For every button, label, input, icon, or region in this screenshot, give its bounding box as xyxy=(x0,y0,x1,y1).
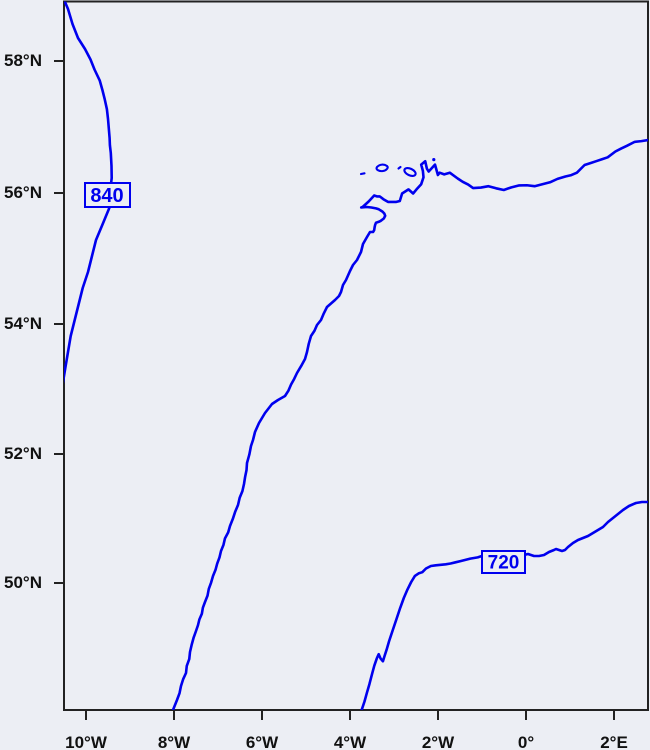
svg-text:4°W: 4°W xyxy=(334,733,367,750)
svg-text:2°W: 2°W xyxy=(422,733,455,750)
svg-text:840: 840 xyxy=(90,185,123,207)
svg-text:50°N: 50°N xyxy=(4,573,42,592)
svg-text:56°N: 56°N xyxy=(4,183,42,202)
svg-text:6°W: 6°W xyxy=(246,733,279,750)
svg-text:2°E: 2°E xyxy=(600,733,628,750)
svg-text:8°W: 8°W xyxy=(158,733,191,750)
svg-text:52°N: 52°N xyxy=(4,444,42,463)
svg-text:720: 720 xyxy=(488,553,520,574)
svg-text:54°N: 54°N xyxy=(4,314,42,333)
svg-text:0°: 0° xyxy=(518,733,534,750)
svg-text:58°N: 58°N xyxy=(4,51,42,70)
svg-text:10°W: 10°W xyxy=(65,733,108,750)
